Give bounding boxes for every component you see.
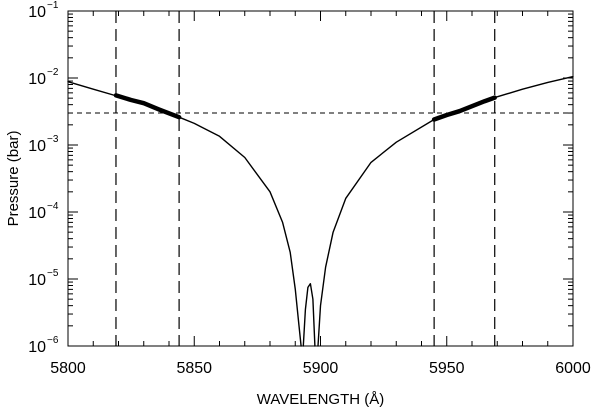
x-tick-label: 5800 bbox=[50, 360, 86, 377]
reference-lines bbox=[68, 11, 573, 346]
series-highlight-left bbox=[113, 93, 182, 120]
series-pressure-curve-right bbox=[317, 75, 574, 347]
y-tick-label: 10 −2 bbox=[28, 67, 59, 88]
y-tick-label-base: 10 bbox=[28, 272, 46, 289]
y-tick-label-base: 10 bbox=[28, 339, 46, 356]
y-tick-labels: 10−610−510−410−310−210−1 bbox=[28, 0, 59, 356]
series-core-peak bbox=[302, 283, 316, 347]
y-tick-label-base: 10 bbox=[28, 4, 46, 21]
y-tick-label-base: 10 bbox=[28, 71, 46, 88]
series-highlight-right bbox=[431, 95, 497, 122]
y-tick-label-exponent: −3 bbox=[47, 134, 59, 145]
x-tick-label: 6000 bbox=[555, 360, 591, 377]
y-tick-label: 10 −3 bbox=[28, 134, 59, 155]
x-tick-label: 5950 bbox=[429, 360, 465, 377]
y-axis-title: Pressure (bar) bbox=[5, 131, 22, 227]
y-tick-label: 10 −6 bbox=[28, 335, 59, 356]
y-tick-label-exponent: −4 bbox=[47, 201, 59, 212]
y-tick-label-exponent: −6 bbox=[47, 335, 59, 346]
y-tick-label: 10 −1 bbox=[28, 0, 59, 21]
y-tick-label: 10 −5 bbox=[28, 268, 59, 289]
x-axis-title: WAVELENGTH (Å) bbox=[257, 391, 385, 408]
y-tick-label-exponent: −5 bbox=[47, 268, 59, 279]
plot-frame bbox=[67, 10, 574, 347]
x-tick-label: 5850 bbox=[176, 360, 212, 377]
axis-ticks bbox=[67, 10, 574, 347]
data-series bbox=[67, 75, 574, 347]
y-tick-label-base: 10 bbox=[28, 205, 46, 222]
y-tick-label-exponent: −2 bbox=[47, 67, 59, 78]
x-tick-label: 5900 bbox=[303, 360, 339, 377]
series-pressure-curve bbox=[67, 80, 302, 347]
y-tick-label: 10 −4 bbox=[28, 201, 59, 222]
y-tick-label-base: 10 bbox=[28, 138, 46, 155]
x-tick-labels: 5800 5850 5900 5950 6000 bbox=[50, 360, 591, 377]
y-tick-label-exponent: −1 bbox=[47, 0, 59, 11]
